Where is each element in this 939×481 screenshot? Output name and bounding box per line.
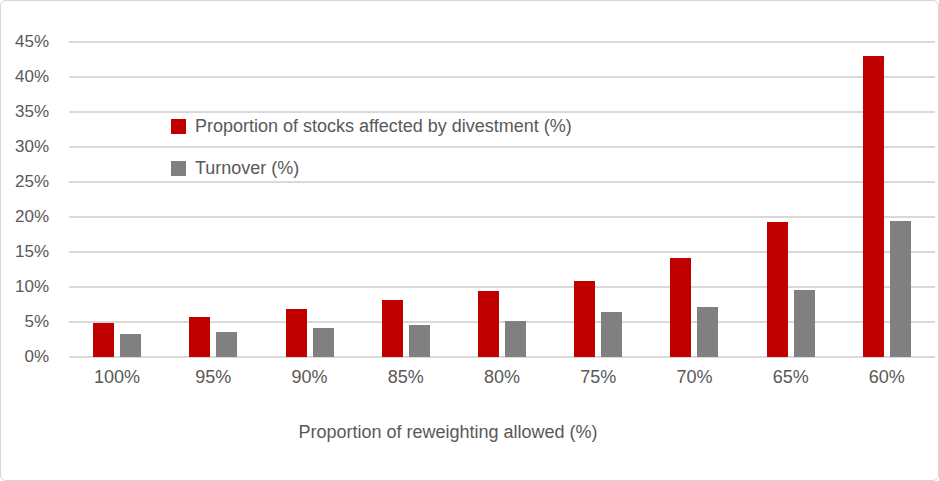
- bar-group: [550, 42, 646, 357]
- x-axis-tick-label: 65%: [743, 367, 839, 388]
- y-axis: 0%5%10%15%20%25%30%35%40%45%: [1, 42, 51, 357]
- x-axis-tick-label: 70%: [646, 367, 742, 388]
- y-axis-tick-label: 20%: [0, 206, 49, 228]
- y-axis-tick-label: 15%: [0, 241, 49, 263]
- bar-divestment: [767, 222, 788, 357]
- bar-divestment: [286, 309, 307, 357]
- bar-turnover: [697, 307, 718, 357]
- bar-turnover: [505, 321, 526, 357]
- y-axis-tick-label: 40%: [0, 66, 49, 88]
- bar-turnover: [120, 334, 141, 357]
- bar-divestment: [189, 317, 210, 357]
- bar-group: [839, 42, 935, 357]
- y-axis-tick-label: 25%: [0, 171, 49, 193]
- legend: Proportion of stocks affected by divestm…: [171, 114, 572, 198]
- bar-turnover: [794, 290, 815, 357]
- legend-label-divestment: Proportion of stocks affected by divestm…: [195, 116, 572, 137]
- x-axis-tick-label: 90%: [261, 367, 357, 388]
- bar-turnover: [409, 325, 430, 357]
- bar-turnover: [313, 328, 334, 357]
- bar-divestment: [863, 56, 884, 357]
- x-axis-tick-label: 80%: [454, 367, 550, 388]
- bar-turnover: [216, 332, 237, 357]
- y-axis-tick-label: 10%: [0, 276, 49, 298]
- y-axis-tick-label: 45%: [0, 31, 49, 53]
- bar-groups: [69, 42, 935, 357]
- bar-divestment: [478, 291, 499, 357]
- bar-group: [358, 42, 454, 357]
- plot-area: [69, 42, 935, 357]
- bar-group: [69, 42, 165, 357]
- y-axis-tick-label: 0%: [0, 346, 49, 368]
- bar-group: [743, 42, 839, 357]
- y-axis-tick-label: 35%: [0, 101, 49, 123]
- bar-group: [646, 42, 742, 357]
- legend-item-divestment: Proportion of stocks affected by divestm…: [171, 114, 572, 138]
- legend-swatch-turnover-icon: [171, 161, 186, 176]
- bar-turnover: [601, 312, 622, 357]
- x-axis-tick-label: 100%: [69, 367, 165, 388]
- chart-frame: 0% 5% 10% 15% 20% 25% 30% 35% 40% 45% Proportion …: [0, 0, 939, 481]
- bar-divestment: [574, 281, 595, 357]
- bar-divestment: [93, 323, 114, 357]
- legend-swatch-divestment-icon: [171, 119, 186, 134]
- y-axis-tick-label: 5%: [0, 311, 49, 333]
- legend-item-turnover: Turnover (%): [171, 156, 572, 180]
- bar-group: [454, 42, 550, 357]
- x-axis-tick-label: 95%: [165, 367, 261, 388]
- bar-group: [165, 42, 261, 357]
- x-axis: 100%95%90%85%80%75%70%65%60%: [69, 367, 935, 388]
- y-axis-tick-label: 30%: [0, 136, 49, 158]
- x-axis-tick-label: 75%: [550, 367, 646, 388]
- bar-divestment: [670, 258, 691, 357]
- x-axis-title: Proportion of reweighting allowed (%): [1, 422, 895, 443]
- bar-divestment: [382, 300, 403, 357]
- x-axis-tick-label: 60%: [839, 367, 935, 388]
- legend-label-turnover: Turnover (%): [195, 158, 299, 179]
- bar-group: [261, 42, 357, 357]
- x-axis-tick-label: 85%: [358, 367, 454, 388]
- bar-turnover: [890, 221, 911, 357]
